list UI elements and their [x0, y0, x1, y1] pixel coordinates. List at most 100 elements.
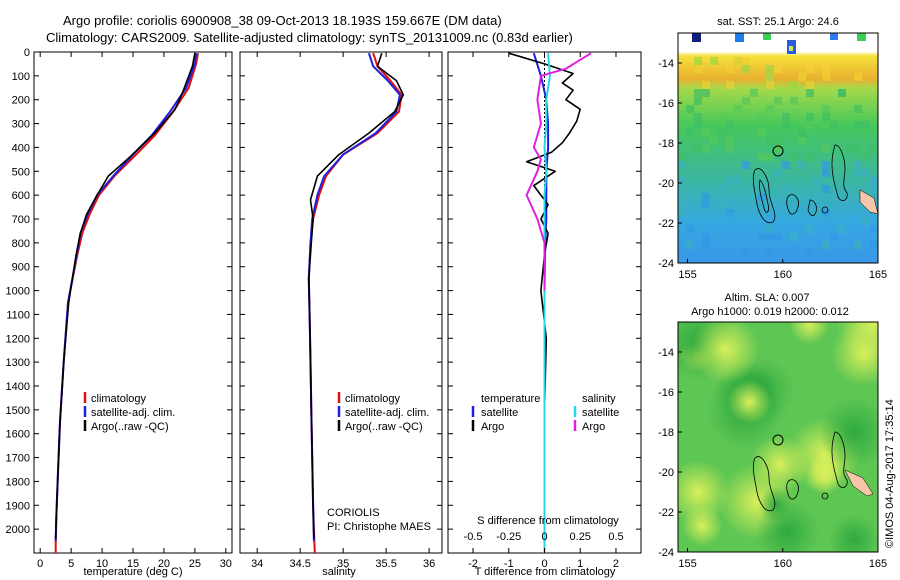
sst-pixel — [678, 161, 686, 169]
x-tick-label: -1 — [504, 558, 514, 570]
sst-pixel — [806, 65, 814, 73]
sst-pixel — [702, 241, 710, 249]
map-y-tick-label: -22 — [658, 218, 674, 230]
sst-pixel — [854, 161, 862, 169]
sla-map-frame — [677, 321, 879, 553]
x-tick-label: 35 — [337, 558, 349, 570]
sst-pixel — [766, 249, 774, 257]
sst-pixel — [782, 121, 790, 129]
x-tick-label: 1 — [577, 558, 583, 570]
sla-blob — [828, 514, 878, 552]
map-x-tick-label: 165 — [869, 269, 887, 281]
series-argo-raw-qc--line — [54, 53, 196, 539]
y-tick-label: 600 — [12, 190, 30, 202]
bathymetry-contour — [786, 194, 799, 215]
map-x-tick-label: 165 — [869, 558, 887, 570]
x-tick-label: 35.5 — [375, 558, 396, 570]
sst-pixel — [854, 169, 862, 177]
sst-pixel — [710, 57, 718, 65]
y-tick-label: 1100 — [6, 309, 30, 321]
y-tick-label: 800 — [12, 238, 30, 250]
series-satellite-adj-clim--line — [307, 52, 401, 542]
sst-pixel — [702, 129, 710, 137]
temperature-lines — [54, 53, 199, 553]
legend-s-satellite-label: satellite — [582, 407, 619, 419]
sst-pixel — [862, 217, 870, 225]
sst-pixel — [774, 97, 782, 105]
sst-pixel — [702, 233, 710, 241]
map-y-tick-label: -24 — [658, 547, 674, 559]
sst-pixel — [822, 65, 830, 73]
x-tick-label: 25 — [189, 558, 201, 570]
y-tick-label: 1400 — [6, 381, 30, 393]
x-tick-label: 34.5 — [289, 558, 310, 570]
legend-t-argo-label: Argo — [481, 421, 504, 433]
x-tick-label: 2 — [613, 558, 619, 570]
bathymetry-contour — [821, 206, 829, 214]
x2-tick-label: 0 — [541, 531, 547, 543]
series-climatology-line — [307, 52, 403, 553]
sst-pixel — [678, 177, 686, 185]
sst-pixel — [806, 121, 814, 129]
sla-map-subtitle: Argo h1000: 0.019 h2000: 0.012 — [691, 306, 849, 318]
legend-climatology-label: climatology — [345, 393, 401, 405]
sla-blob — [678, 460, 731, 525]
salinity-xlabel: salinity — [322, 566, 356, 578]
sla-blob — [831, 322, 878, 387]
legend-s-argo-label: Argo — [582, 421, 605, 433]
sst-pixel — [790, 153, 798, 161]
y-tick-label: 1300 — [6, 357, 30, 369]
map-ticks: 155 160 165 -14 -16 -18 -20 -22 -24 155 160 165 -14 -… — [658, 58, 887, 570]
x-tick-label: 36 — [423, 558, 435, 570]
sst-pixel — [718, 129, 726, 137]
sst-pixel — [726, 145, 734, 153]
sst-pixel — [822, 113, 830, 121]
sst-pixel — [694, 57, 702, 65]
sst-pixel — [782, 185, 790, 193]
sst-pixel — [758, 233, 766, 241]
series-argo-line — [525, 52, 592, 291]
sla-blob — [750, 435, 809, 494]
sst-pixel — [854, 73, 862, 81]
sst-field-texture — [678, 57, 878, 257]
salinity-lines — [307, 52, 405, 553]
sst-pixel — [838, 225, 846, 233]
sst-pixel — [870, 177, 878, 185]
sst-pixel — [846, 145, 854, 153]
sst-cell — [763, 33, 771, 40]
axis-ticks: 0 5 10 15 20 25 300100200300400500600700800900… — [6, 47, 641, 570]
bathymetry-contour — [752, 168, 776, 224]
land-patch — [859, 189, 878, 215]
sst-pixel — [734, 57, 742, 65]
sst-pixel — [774, 169, 782, 177]
sst-pixel — [822, 73, 830, 81]
sst-pixel — [806, 153, 814, 161]
sst-pixel — [790, 81, 798, 89]
bathymetry-contour — [752, 456, 776, 512]
sst-pixel — [766, 73, 774, 81]
sst-pixel — [742, 65, 750, 73]
sst-pixel — [774, 145, 782, 153]
sst-pixel — [686, 129, 694, 137]
sst-pixel — [782, 113, 790, 121]
sst-pixel — [822, 241, 830, 249]
sst-pixel — [726, 209, 734, 217]
sst-pixel — [734, 177, 742, 185]
sst-pixel — [694, 113, 702, 121]
sst-pixel — [790, 233, 798, 241]
map-x-tick-label: 155 — [678, 558, 696, 570]
sst-pixel — [838, 89, 846, 97]
sst-pixel — [790, 97, 798, 105]
bathymetry-contour — [759, 179, 769, 213]
sst-pixel — [822, 105, 830, 113]
sst-pixel — [862, 169, 870, 177]
legend-climatology-label: climatology — [91, 393, 147, 405]
sst-pixel — [718, 113, 726, 121]
sst-pixel — [726, 65, 734, 73]
bathymetry-contour — [786, 479, 799, 500]
y-tick-label: 1800 — [6, 476, 30, 488]
y-tick-label: 500 — [12, 166, 30, 178]
sst-pixel — [822, 145, 830, 153]
sst-pixel — [870, 145, 878, 153]
sst-pixel — [798, 129, 806, 137]
